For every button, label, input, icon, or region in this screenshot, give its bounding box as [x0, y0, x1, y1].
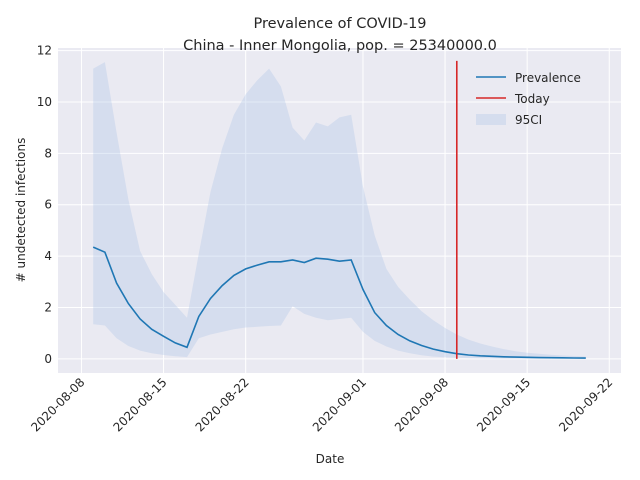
ci-band [93, 62, 586, 359]
x-tick-label: 2020-08-15 [110, 375, 169, 434]
legend-label-95ci: 95CI [515, 113, 542, 127]
chart-title: Prevalence of COVID-19 [253, 16, 426, 32]
prevalence-line [92, 246, 586, 359]
y-tick-label: 6 [44, 198, 52, 212]
chart-subtitle: China - Inner Mongolia, pop. = 25340000.… [183, 38, 497, 54]
x-tick-label: 2020-09-22 [556, 375, 615, 434]
y-tick-labels: 0 2 4 6 8 10 12 [37, 44, 52, 366]
y-axis-label: # undetected infections [14, 138, 28, 283]
x-tick-label: 2020-08-22 [193, 375, 252, 434]
y-tick-label: 0 [44, 352, 52, 366]
x-axis-label: Date [316, 452, 345, 466]
x-tick-label: 2020-09-01 [310, 375, 369, 434]
legend: Prevalence Today 95CI [476, 71, 581, 127]
legend-label-today: Today [514, 92, 550, 106]
x-tick-labels: 2020-08-08 2020-08-15 2020-08-22 2020-09-01… [28, 375, 615, 434]
x-tick-label: 2020-08-08 [28, 375, 87, 434]
y-tick-label: 2 [44, 300, 52, 314]
y-tick-label: 12 [37, 44, 52, 58]
x-tick-label: 2020-09-08 [392, 375, 451, 434]
legend-swatch-95ci [476, 114, 506, 125]
grid [58, 48, 621, 373]
y-tick-label: 4 [44, 249, 52, 263]
y-tick-label: 10 [37, 95, 52, 109]
x-tick-label: 2020-09-15 [474, 375, 533, 434]
legend-label-prevalence: Prevalence [515, 71, 581, 85]
y-tick-label: 8 [44, 146, 52, 160]
